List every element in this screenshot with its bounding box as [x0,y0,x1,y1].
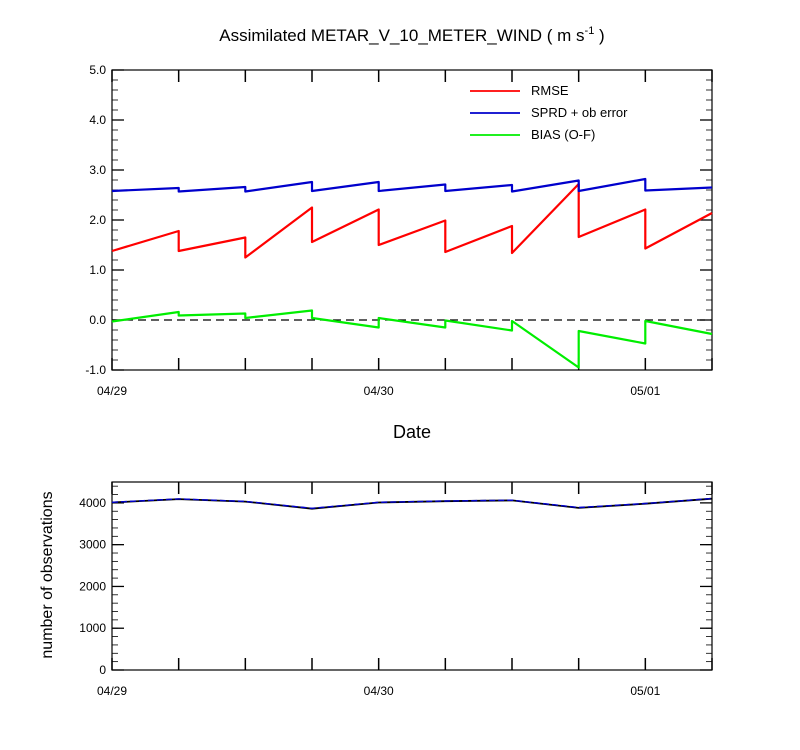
y-tick-label: 4000 [79,496,106,510]
legend-label: BIAS (O-F) [531,127,595,142]
spread-line [111,177,713,193]
x-tick-label: 05/01 [630,384,660,398]
y-tick-label: 5.0 [89,63,106,77]
x-tick-label: 04/30 [364,684,394,698]
plot-frame [111,481,713,671]
bottom-panel: 0 1000 2000 3000 4000 04/29 04/30 05/01 [79,481,713,698]
x-axis-label: Date [393,422,431,442]
x-tick-label: 04/29 [97,684,127,698]
x-tick-label: 05/01 [630,684,660,698]
bias-line [111,309,713,369]
y-tick-label: -1.0 [85,363,106,377]
chart-title: Assimilated METAR_V_10_METER_WIND ( m s-… [219,25,604,45]
rmse-line [111,182,713,259]
y-tick-label: 0.0 [89,313,106,327]
y-tick-label: 1000 [79,621,106,635]
y-tick-label: 4.0 [89,113,106,127]
legend-bias: BIAS (O-F) [470,127,595,142]
legend-label: SPRD + ob error [531,105,628,120]
y-tick-label: 2.0 [89,213,106,227]
y-tick-label: 0 [99,663,106,677]
y-axis-label-observations: number of observations [39,491,56,658]
y-tick-label: 2000 [79,579,106,593]
legend-label: RMSE [531,83,569,98]
x-tick-label: 04/29 [97,384,127,398]
top-panel: -1.0 0.0 1.0 2.0 3.0 4.0 5.0 04/29 04/30 05/01 RMS… [85,63,713,398]
x-tick-label: 04/30 [364,384,394,398]
y-tick-label: 1.0 [89,263,106,277]
legend-spread: SPRD + ob error [470,105,628,120]
y-tick-label: 3000 [79,538,106,552]
obs-possible-line [111,497,713,509]
y-tick-label: 3.0 [89,163,106,177]
legend-rmse: RMSE [470,83,569,98]
